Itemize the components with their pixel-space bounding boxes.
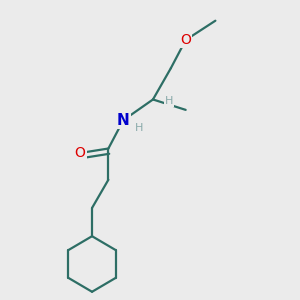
Text: N: N xyxy=(117,113,130,128)
Text: O: O xyxy=(75,146,86,160)
Text: H: H xyxy=(134,123,143,133)
Text: O: O xyxy=(180,33,191,47)
Text: H: H xyxy=(165,96,173,106)
